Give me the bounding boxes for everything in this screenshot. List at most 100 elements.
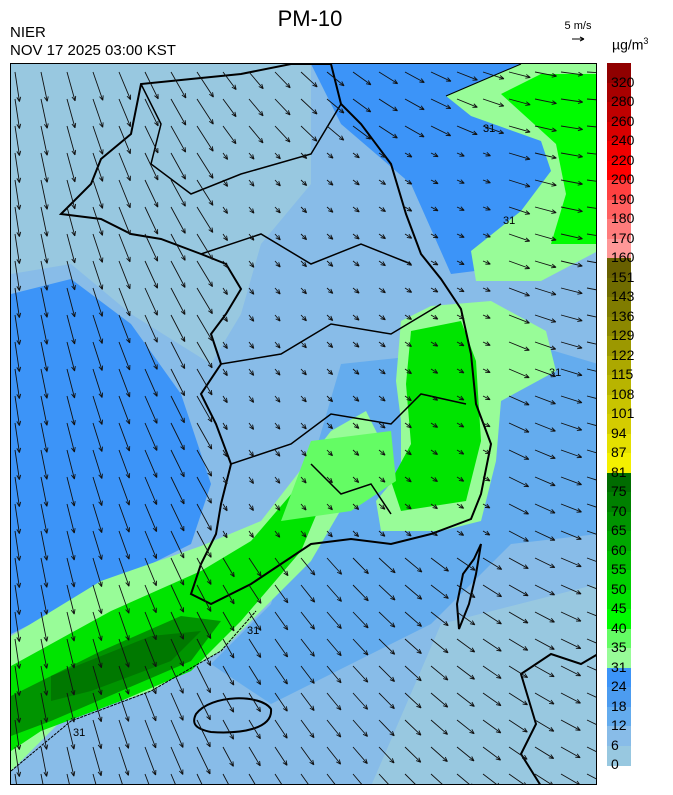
- wind-arrow-icon: [40, 773, 44, 784]
- legend-swatch: [607, 472, 631, 493]
- wind-arrow-icon: [14, 557, 22, 588]
- wind-arrow-icon: [378, 71, 399, 85]
- wind-arrow-icon: [430, 557, 449, 572]
- wind-arrow-icon: [248, 341, 255, 349]
- wind-arrow-icon: [326, 233, 334, 240]
- wind-arrow-icon: [14, 71, 22, 102]
- wind-arrow-icon: [222, 206, 229, 214]
- wind-arrow-icon: [534, 665, 555, 678]
- wind-arrow-icon: [534, 260, 557, 269]
- coastline-jeju: [193, 697, 273, 734]
- legend-swatch: [607, 141, 631, 161]
- wind-arrow-icon: [274, 665, 288, 685]
- wind-arrow-icon: [248, 611, 262, 631]
- wind-arrow-icon: [508, 71, 531, 79]
- wind-arrow-icon: [40, 692, 49, 723]
- wind-arrow-icon: [508, 395, 530, 406]
- wind-arrow-icon: [144, 584, 157, 614]
- wind-arrow-icon: [560, 98, 584, 104]
- contour-label: 31: [549, 367, 561, 379]
- wind-arrow-icon: [170, 449, 185, 478]
- wind-arrow-icon: [66, 395, 76, 426]
- wind-arrow-icon: [430, 98, 452, 109]
- wind-arrow-icon: [404, 773, 416, 784]
- wind-arrow-icon: [352, 422, 360, 429]
- wind-arrow-icon: [404, 368, 412, 375]
- wind-arrow-icon: [456, 719, 475, 735]
- wind-arrow-icon: [170, 422, 185, 451]
- wind-arrow-icon: [352, 152, 360, 159]
- wind-arrow-icon: [456, 260, 465, 266]
- wind-arrow-icon: [170, 341, 186, 370]
- wind-arrow-icon: [378, 503, 386, 510]
- wind-arrow-icon: [274, 773, 283, 784]
- reference-vector-label: 5 m/s: [564, 20, 592, 32]
- wind-arrow-icon: [170, 395, 185, 424]
- wind-arrow-icon: [144, 341, 158, 370]
- wind-arrow-icon: [274, 719, 288, 739]
- wind-arrow-icon: [144, 152, 159, 181]
- zone-lowest-southeast: [371, 584, 596, 784]
- legend-label: 45: [611, 600, 627, 616]
- wind-arrow-icon: [40, 503, 49, 534]
- wind-arrow-icon: [170, 368, 186, 397]
- wind-arrow-icon: [300, 206, 308, 214]
- wind-arrow-icon: [196, 422, 213, 450]
- legend-swatch: [607, 648, 631, 668]
- wind-arrow-icon: [456, 368, 465, 374]
- wind-arrow-icon: [14, 530, 22, 561]
- wind-arrow-icon: [326, 611, 342, 630]
- wind-arrow-icon: [404, 206, 413, 212]
- legend-swatch: [607, 628, 631, 649]
- wind-arrow-icon: [118, 125, 131, 155]
- wind-arrow-icon: [534, 449, 556, 459]
- wind-arrow-icon: [534, 341, 557, 351]
- wind-arrow-icon: [586, 719, 596, 725]
- wind-arrow-icon: [92, 503, 103, 533]
- wind-arrow-icon: [118, 287, 131, 317]
- wind-arrow-icon: [300, 665, 315, 684]
- wind-arrow-icon: [586, 395, 596, 399]
- wind-arrow-icon: [586, 557, 596, 562]
- zone-green-mid: [281, 431, 396, 521]
- wind-arrow-icon: [144, 746, 157, 776]
- wind-arrow-icon: [66, 422, 76, 453]
- wind-arrow-icon: [560, 233, 583, 241]
- wind-arrow-icon: [196, 665, 211, 694]
- wind-arrow-icon: [404, 314, 412, 320]
- legend-label: 87: [611, 444, 627, 460]
- wind-arrow-icon: [508, 692, 528, 706]
- wind-arrow-icon: [456, 611, 476, 626]
- wind-arrow-icon: [40, 152, 49, 183]
- wind-arrow-icon: [482, 719, 502, 734]
- wind-arrow-icon: [300, 260, 307, 268]
- wind-arrow-icon: [508, 665, 529, 679]
- contour-label: 31: [247, 625, 259, 637]
- wind-arrow-icon: [222, 503, 228, 512]
- wind-arrow-icon: [586, 206, 596, 209]
- wind-arrow-icon: [92, 368, 104, 398]
- wind-arrow-icon: [274, 449, 281, 457]
- wind-arrow-icon: [456, 746, 475, 762]
- wind-arrow-icon: [456, 341, 465, 347]
- wind-arrow-icon: [248, 260, 255, 268]
- wind-arrow-icon: [404, 71, 425, 83]
- legend-label: 200: [611, 171, 635, 187]
- wind-arrow-icon: [508, 422, 530, 433]
- wind-arrow-icon: [560, 341, 583, 350]
- wind-arrow-icon: [508, 773, 526, 784]
- wind-arrow-icon: [170, 719, 184, 748]
- wind-arrow-icon: [222, 719, 235, 740]
- wind-arrow-icon: [248, 395, 255, 403]
- wind-arrow-icon: [352, 206, 360, 213]
- wind-arrow-icon: [534, 476, 556, 487]
- wind-arrow-icon: [118, 206, 131, 236]
- wind-arrow-icon: [222, 665, 235, 686]
- wind-arrow-icon: [430, 611, 449, 627]
- wind-arrow-icon: [586, 98, 596, 101]
- wind-arrow-icon: [144, 260, 158, 289]
- wind-arrow-icon: [196, 530, 212, 558]
- wind-arrow-icon: [14, 638, 22, 669]
- wind-arrow-icon: [430, 692, 449, 708]
- wind-arrow-icon: [586, 746, 596, 753]
